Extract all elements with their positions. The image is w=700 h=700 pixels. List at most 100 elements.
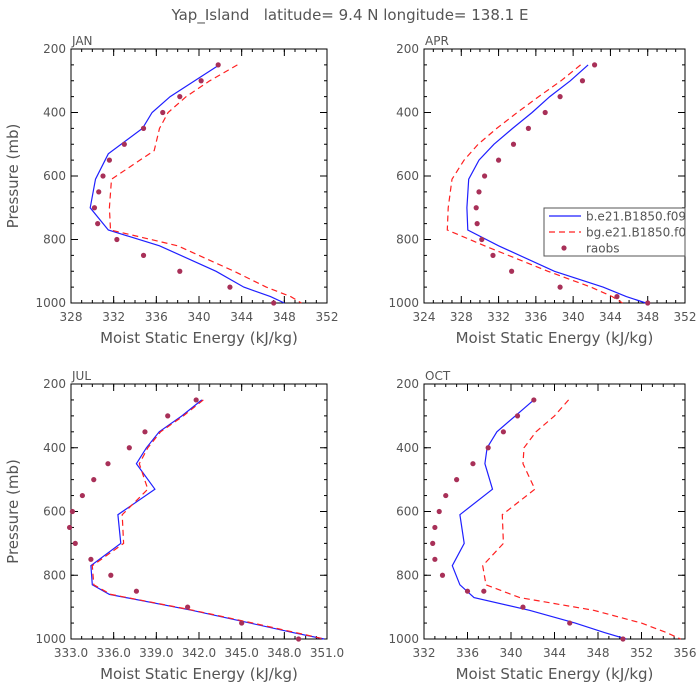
raobs-point [126, 445, 132, 451]
panel-jan: 328 332 336 340 344 348 352 200 400 600 800 1000 JAN… [4, 34, 338, 347]
panel-frame [423, 48, 686, 304]
x-tick-label: 342.0 [182, 646, 216, 660]
y-tick-label: 1000 [388, 632, 419, 646]
raobs-point [177, 268, 183, 274]
raobs-point [481, 588, 487, 594]
panel-title: OCT [425, 369, 451, 383]
raobs-point [473, 205, 479, 211]
raobs-point [121, 141, 127, 147]
y-tick-label: 200 [396, 377, 419, 391]
x-tick-label: 336 [524, 310, 547, 324]
series-line-b-e21 [90, 399, 325, 640]
raobs-point [114, 236, 120, 243]
x-tick-label: 352 [630, 646, 653, 660]
raobs-point [567, 620, 573, 626]
panel-apr: 324 328 332 336 340 344 348 352 200 400 600 800 1000… [388, 34, 696, 347]
x-tick-label: 336 [145, 310, 168, 324]
x-tick-label: 339.0 [139, 646, 173, 660]
y-tick-label: 400 [396, 441, 419, 455]
raobs-point [436, 508, 442, 515]
y-tick-label: 200 [43, 42, 66, 56]
raobs-point [88, 556, 94, 562]
series-line-bg-e21 [108, 64, 302, 304]
x-tick-label: 348 [587, 646, 610, 660]
y-tick-label: 800 [43, 568, 66, 582]
x-tick-label: 344 [543, 646, 566, 660]
raobs-point [476, 189, 482, 195]
raobs-point [108, 572, 114, 578]
raobs-point [160, 109, 166, 116]
legend-label-1: bg.e21.B1850.f0 [586, 226, 686, 240]
raobs-point [140, 125, 147, 131]
x-tick-label: 336.0 [96, 646, 130, 660]
panel-title: JUL [71, 369, 91, 383]
y-tick-label: 1000 [388, 296, 419, 310]
series-line-b-e21 [451, 399, 627, 640]
raobs-point [531, 397, 537, 403]
y-axis-label: Pressure (mb) [4, 124, 22, 229]
x-tick-label: 352 [674, 310, 697, 324]
x-tick-label: 324 [413, 310, 436, 324]
raobs-point [165, 413, 171, 419]
panel-oct: 332 336 340 344 348 352 356 200 400 600 800 1000 OCT… [388, 369, 696, 683]
raobs-point [96, 189, 102, 195]
raobs-point [142, 429, 148, 435]
raobs-point [133, 588, 140, 594]
panel-frame [70, 383, 328, 640]
x-tick-label: 340 [500, 646, 523, 660]
raobs-point [66, 524, 73, 531]
raobs-point [430, 540, 436, 546]
raobs-point [295, 636, 302, 642]
panel-frame [70, 48, 328, 304]
raobs-point [443, 492, 449, 499]
x-tick-label: 344 [230, 310, 253, 324]
y-tick-label: 400 [396, 106, 419, 120]
raobs-point [79, 492, 85, 499]
raobs-point [215, 62, 221, 68]
raobs-point [514, 413, 521, 419]
y-tick-label: 600 [396, 169, 419, 183]
raobs-point [105, 461, 111, 467]
raobs-point [520, 604, 526, 610]
x-tick-label: 348 [273, 310, 296, 324]
raobs-point [481, 173, 488, 179]
y-tick-label: 800 [43, 233, 66, 247]
y-tick-label: 200 [396, 42, 419, 56]
series-line-bg-e21 [91, 399, 325, 640]
raobs-point [69, 508, 76, 515]
raobs-point [542, 109, 548, 116]
legend-label-2: raobs [586, 242, 620, 256]
raobs-point [177, 94, 183, 100]
x-axis-label: Moist Static Energy (kJ/kg) [100, 665, 298, 683]
x-axis-label: Moist Static Energy (kJ/kg) [100, 329, 298, 347]
x-tick-label: 332 [413, 646, 436, 660]
x-tick-label: 336 [456, 646, 479, 660]
series-line-b-e21 [466, 64, 647, 304]
raobs-point [557, 94, 563, 100]
raobs-point [591, 62, 598, 68]
raobs-point [185, 604, 191, 610]
y-tick-label: 600 [396, 505, 419, 519]
x-tick-label: 345.0 [224, 646, 258, 660]
raobs-point [525, 125, 532, 131]
x-tick-label: 340 [188, 310, 211, 324]
y-axis-label: Pressure (mb) [4, 459, 22, 564]
raobs-point [614, 294, 620, 300]
x-tick-label: 328 [450, 310, 473, 324]
y-tick-label: 1000 [35, 296, 66, 310]
y-tick-label: 600 [43, 169, 66, 183]
raobs-point [72, 540, 78, 546]
x-tick-label: 348.0 [267, 646, 301, 660]
raobs-point [227, 284, 233, 290]
y-tick-label: 400 [43, 106, 66, 120]
raobs-point [91, 205, 98, 211]
raobs-point [464, 588, 471, 594]
x-tick-label: 344 [599, 310, 622, 324]
x-axis-label: Moist Static Energy (kJ/kg) [456, 665, 654, 683]
y-tick-label: 800 [396, 233, 419, 247]
raobs-point [620, 636, 626, 642]
x-tick-label: 352 [316, 310, 339, 324]
raobs-point [479, 236, 485, 243]
raobs-point [509, 268, 515, 274]
raobs-point [432, 524, 438, 531]
